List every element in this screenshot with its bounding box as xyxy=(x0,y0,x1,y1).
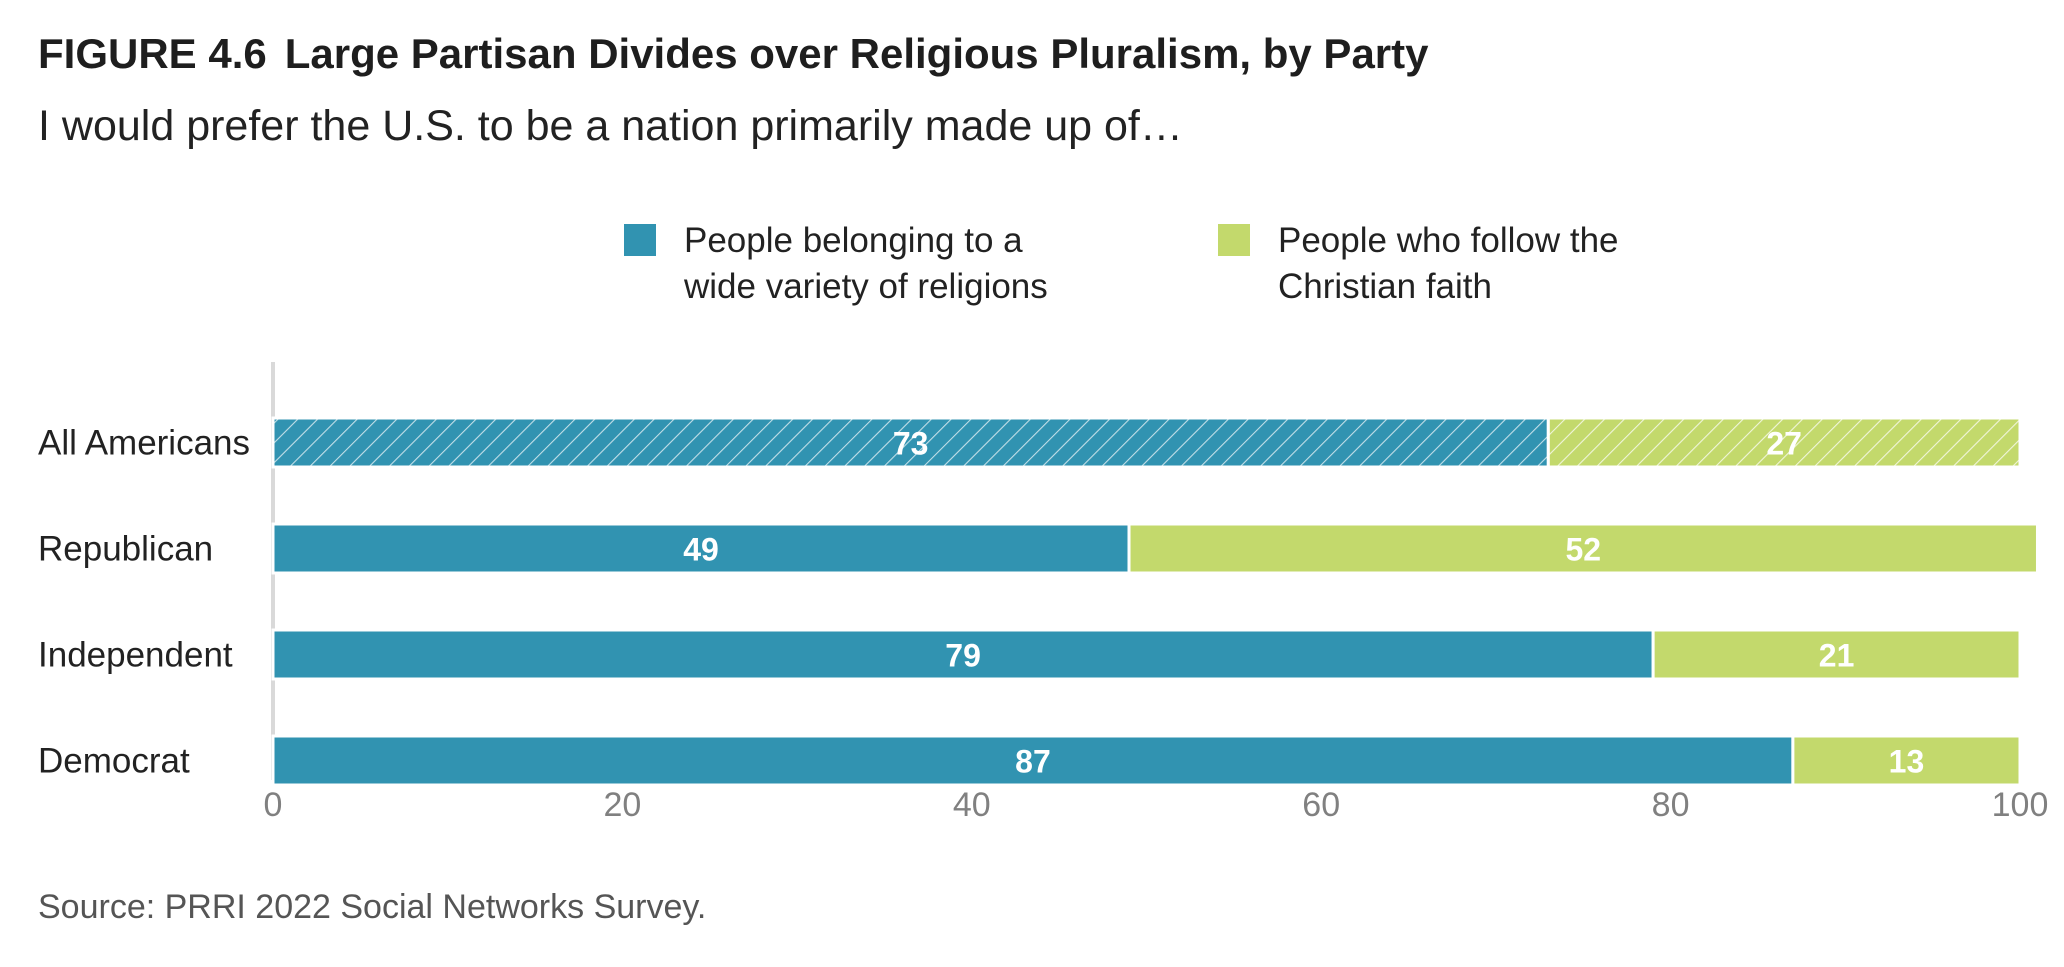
category-label-republican: Republican xyxy=(38,530,213,569)
category-label-independent: Independent xyxy=(38,636,233,675)
bar-democrat-series-1 xyxy=(1791,734,2022,787)
x-tick-label-100: 100 xyxy=(1992,786,2049,824)
x-tick-label-80: 80 xyxy=(1652,786,1690,824)
x-tick-label-20: 20 xyxy=(603,786,641,824)
data-label-independent-series-0: 79 xyxy=(945,638,981,674)
figure-label: FIGURE 4.6 xyxy=(38,30,267,77)
x-tick-label-0: 0 xyxy=(264,786,283,824)
legend-label-variety-of-religions: People belonging to a wide variety of re… xyxy=(684,221,1048,306)
figure-title: FIGURE 4.6 Large Partisan Divides over Re… xyxy=(38,30,1429,78)
bar-republican-series-0 xyxy=(271,522,1131,575)
x-tick-label-40: 40 xyxy=(953,786,991,824)
category-label-democrat: Democrat xyxy=(38,742,190,781)
legend-item-christian-faith: People who follow the Christian faith xyxy=(1218,218,1698,310)
data-label-independent-series-1: 21 xyxy=(1819,638,1855,674)
bar-independent-series-1 xyxy=(1651,628,2022,681)
figure-title-text: Large Partisan Divides over Religious Pl… xyxy=(284,30,1429,77)
bar-republican-series-1 xyxy=(1127,522,2039,575)
stacked-bar-chart: All Americans 73 27 Republican 49 52 Independe… xyxy=(38,362,2049,824)
source-note: Source: PRRI 2022 Social Networks Survey… xyxy=(38,888,707,926)
legend-item-variety-of-religions: People belonging to a wide variety of re… xyxy=(624,218,1104,310)
legend-swatch-christian-faith xyxy=(1218,224,1250,256)
data-label-democrat-series-1: 13 xyxy=(1889,744,1925,780)
bar-all-americans-series-1 xyxy=(1546,416,2022,469)
data-label-all-americans-series-0: 73 xyxy=(893,426,929,462)
data-label-democrat-series-0: 87 xyxy=(1015,744,1051,780)
category-label-all-americans: All Americans xyxy=(38,424,250,463)
figure-subtitle: I would prefer the U.S. to be a nation p… xyxy=(38,102,1183,150)
data-label-republican-series-0: 49 xyxy=(683,532,719,568)
legend-swatch-variety-of-religions xyxy=(624,224,656,256)
x-tick-label-60: 60 xyxy=(1302,786,1340,824)
data-label-republican-series-1: 52 xyxy=(1565,532,1601,568)
data-label-all-americans-series-1: 27 xyxy=(1766,426,1802,462)
legend-label-christian-faith: People who follow the Christian faith xyxy=(1278,221,1619,306)
